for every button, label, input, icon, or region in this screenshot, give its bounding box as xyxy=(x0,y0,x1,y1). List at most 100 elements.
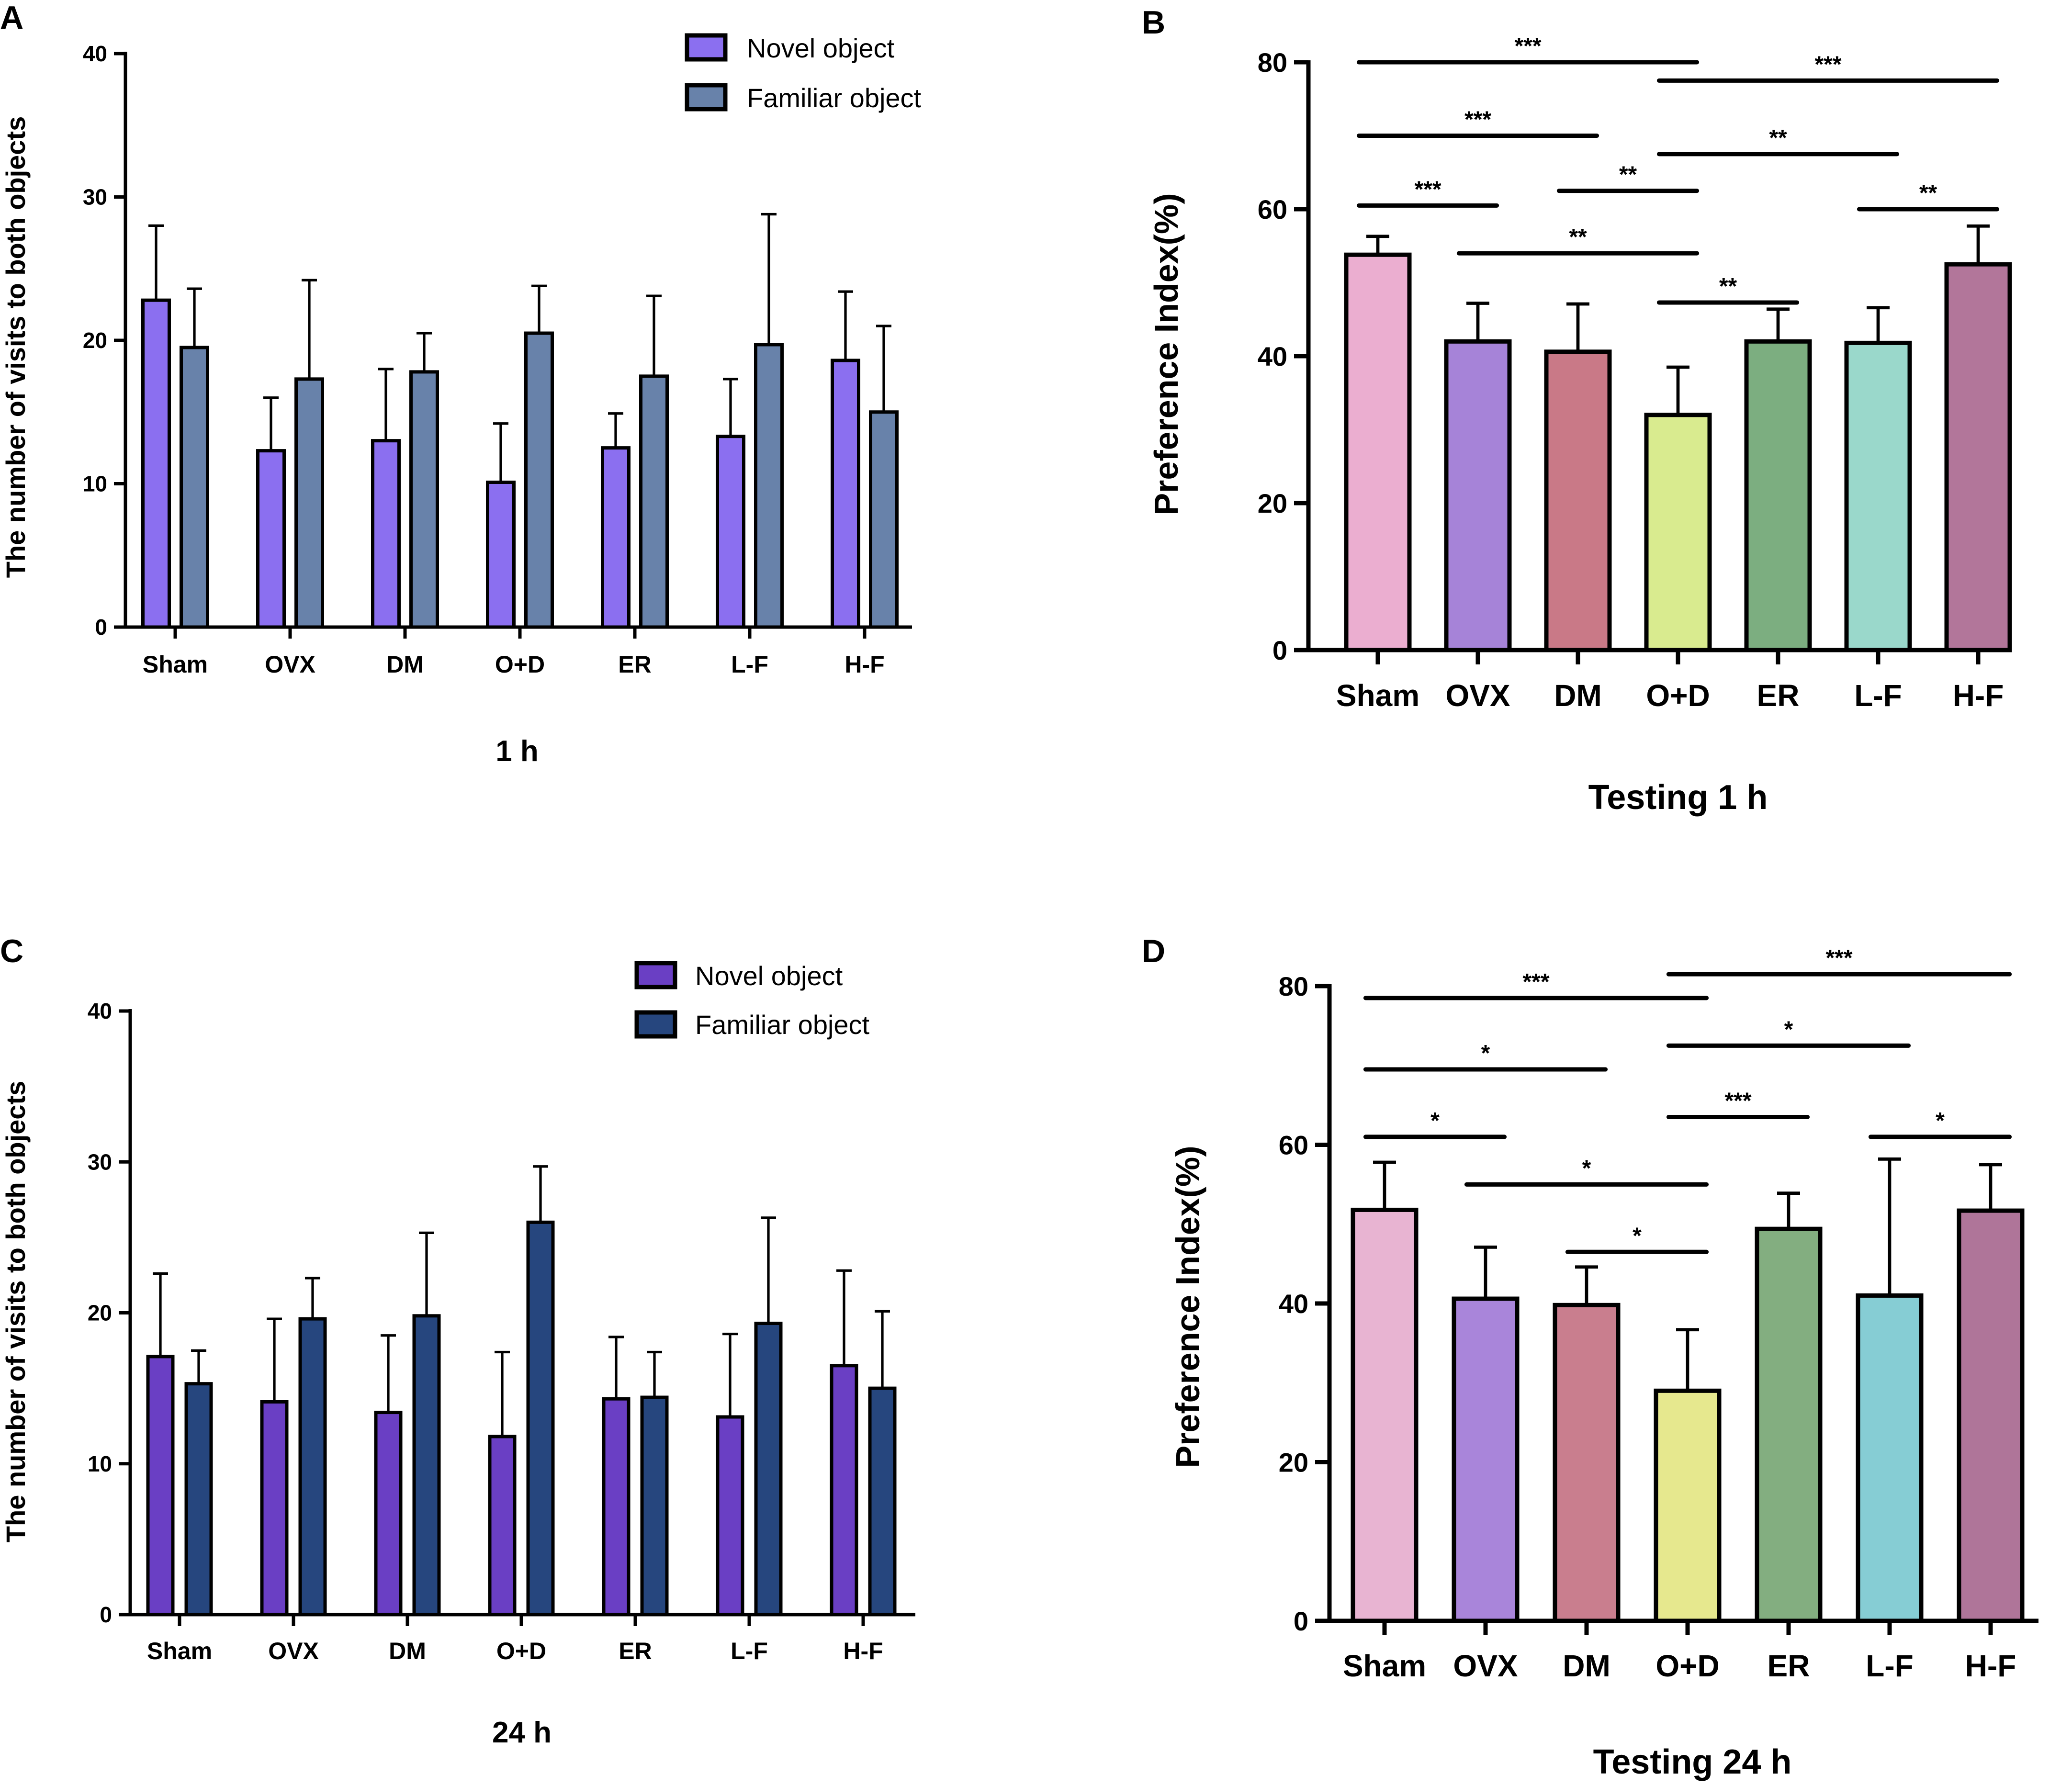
significance-label-sham-dm: *** xyxy=(1464,107,1491,133)
x-tick-label-h-f: H-F xyxy=(1953,678,2004,713)
x-tick-label-o-plus-d: O+D xyxy=(1646,678,1710,713)
bar-novel-object-o-plus-d xyxy=(486,481,516,629)
bar-er xyxy=(1755,1226,1823,1623)
y-tick-label-60: 60 xyxy=(1258,194,1287,225)
bar-dm xyxy=(1553,1303,1621,1623)
significance-label-l-f-h-f: ** xyxy=(1919,180,1937,206)
x-tick-label-dm: DM xyxy=(389,1638,426,1664)
x-tick-label-er: ER xyxy=(619,1638,652,1664)
panel-d-x-axis-label: Testing 24 h xyxy=(1593,1743,1792,1781)
x-tick-label-sham: Sham xyxy=(147,1638,212,1664)
panel-b-y-axis-label: Preference Index(%) xyxy=(1148,193,1185,515)
significance-label-ovx-o-plus-d: ** xyxy=(1569,225,1587,250)
legend-label-familiar-object: Familiar object xyxy=(695,1010,870,1040)
bar-sham xyxy=(1351,1207,1419,1623)
y-tick-label-0: 0 xyxy=(1272,635,1287,665)
x-tick-label-o-plus-d: O+D xyxy=(496,1638,546,1664)
bar-familiar-object-l-f xyxy=(754,343,784,629)
bar-h-f xyxy=(1957,1208,2025,1623)
significance-label-o-plus-d-l-f: ** xyxy=(1769,125,1787,151)
x-tick-label-h-f: H-F xyxy=(845,651,884,678)
bar-novel-object-er xyxy=(601,446,631,629)
bar-familiar-object-ovx xyxy=(294,377,324,629)
x-tick-label-sham: Sham xyxy=(1343,1649,1426,1683)
y-tick-label-30: 30 xyxy=(83,185,107,210)
x-tick-label-l-f: L-F xyxy=(731,651,768,678)
bar-o-plus-d xyxy=(1644,413,1712,652)
significance-label-sham-ovx: * xyxy=(1430,1108,1440,1134)
significance-label-o-plus-d-h-f: *** xyxy=(1825,945,1852,971)
bar-familiar-object-l-f xyxy=(754,1322,783,1617)
bar-familiar-object-o-plus-d xyxy=(524,331,554,629)
x-tick-label-o-plus-d: O+D xyxy=(495,651,545,678)
panel-a-y-axis-label: The number of visits to both objects xyxy=(0,116,31,578)
x-tick-label-ovx: OVX xyxy=(268,1638,319,1664)
bar-familiar-object-ovx xyxy=(298,1317,327,1617)
bar-novel-object-dm xyxy=(371,439,401,629)
panel-c-novel-familiar-24h: C The number of visits to both objects 2… xyxy=(0,933,915,1749)
y-tick-label-40: 40 xyxy=(88,999,112,1023)
y-tick-label-40: 40 xyxy=(1279,1289,1308,1319)
significance-label-o-plus-d-h-f: *** xyxy=(1814,52,1841,77)
x-tick-label-dm: DM xyxy=(386,651,424,678)
y-tick-label-0: 0 xyxy=(100,1602,112,1627)
legend-swatch-familiar-object xyxy=(634,1010,677,1039)
significance-label-ovx-o-plus-d: * xyxy=(1582,1156,1591,1181)
bar-novel-object-sham xyxy=(146,1355,175,1617)
x-tick-label-l-f: L-F xyxy=(731,1638,768,1664)
panel-a-novel-familiar-1h: A The number of visits to both objects 1… xyxy=(0,0,922,768)
x-tick-label-l-f: L-F xyxy=(1866,1649,1914,1683)
y-tick-label-40: 40 xyxy=(83,41,107,66)
y-tick-label-20: 20 xyxy=(83,328,107,353)
panel-letter-c: C xyxy=(0,933,23,969)
panel-c-y-axis-label: The number of visits to both objects xyxy=(0,1081,31,1543)
panel-a-x-axis-label: 1 h xyxy=(495,735,539,768)
x-tick-label-sham: Sham xyxy=(1336,678,1419,713)
bar-ovx xyxy=(1452,1296,1520,1623)
legend-swatch-novel-object xyxy=(685,33,728,62)
bar-novel-object-l-f xyxy=(716,435,745,629)
y-tick-label-0: 0 xyxy=(95,615,107,640)
bar-novel-object-sham xyxy=(141,298,171,629)
y-tick-label-20: 20 xyxy=(1258,488,1287,518)
significance-label-sham-o-plus-d: *** xyxy=(1514,34,1541,59)
bar-o-plus-d xyxy=(1654,1388,1722,1623)
bar-novel-object-o-plus-d xyxy=(488,1435,517,1617)
legend-swatch-familiar-object xyxy=(685,83,728,112)
bar-l-f xyxy=(1856,1293,1924,1623)
legend-label-novel-object: Novel object xyxy=(695,961,843,991)
significance-label-l-f-h-f: * xyxy=(1936,1108,1945,1134)
panel-c-legend: Novel object Familiar object xyxy=(634,961,870,1040)
bar-familiar-object-er xyxy=(639,374,669,629)
panel-d-preference-index-24h: D Preference Index(%) Testing 24 h 0 20 40… xyxy=(1142,933,2038,1781)
x-tick-label-dm: DM xyxy=(1563,1649,1610,1683)
panel-b-x-axis-label: Testing 1 h xyxy=(1588,778,1768,817)
x-tick-label-dm: DM xyxy=(1554,678,1602,713)
y-tick-label-10: 10 xyxy=(83,472,107,496)
bar-familiar-object-h-f xyxy=(868,1386,897,1617)
panel-letter-d: D xyxy=(1142,933,1165,969)
y-tick-label-30: 30 xyxy=(88,1149,112,1174)
panel-letter-b: B xyxy=(1142,4,1165,41)
legend-label-familiar-object: Familiar object xyxy=(747,83,922,113)
bar-familiar-object-h-f xyxy=(869,410,899,629)
x-tick-label-er: ER xyxy=(618,651,651,678)
panel-c-x-axis-label: 24 h xyxy=(492,1716,552,1749)
y-tick-label-80: 80 xyxy=(1258,47,1287,78)
significance-label-o-plus-d-er: ** xyxy=(1719,274,1737,299)
x-tick-label-o-plus-d: O+D xyxy=(1655,1649,1719,1683)
bar-novel-object-ovx xyxy=(256,449,286,629)
bar-novel-object-h-f xyxy=(831,359,860,629)
panel-letter-a: A xyxy=(0,0,23,36)
bar-novel-object-er xyxy=(602,1397,631,1617)
x-tick-label-er: ER xyxy=(1757,678,1800,713)
bar-familiar-object-sham xyxy=(184,1382,213,1617)
panel-b-preference-index-1h: B Preference Index(%) Testing 1 h 0 20 40 6… xyxy=(1142,4,2012,817)
x-tick-label-l-f: L-F xyxy=(1854,678,1902,713)
significance-label-sham-dm: * xyxy=(1481,1041,1490,1066)
bar-l-f xyxy=(1844,340,1912,652)
bar-ovx xyxy=(1444,339,1512,652)
x-tick-label-sham: Sham xyxy=(143,651,208,678)
y-tick-label-20: 20 xyxy=(88,1301,112,1325)
